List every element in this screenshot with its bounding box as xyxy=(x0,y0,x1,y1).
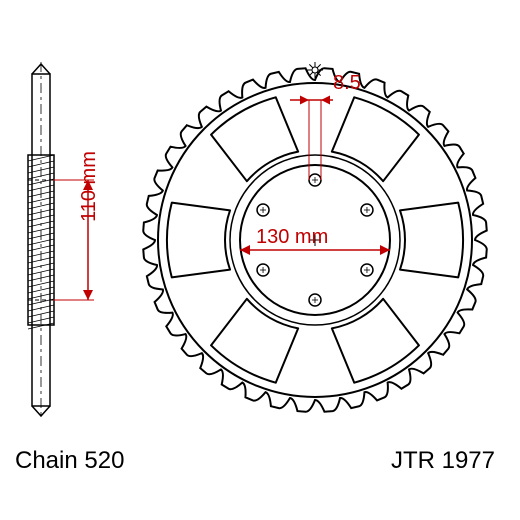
dimension-85: 8.5 xyxy=(333,72,361,95)
chain-spec-label: Chain 520 xyxy=(15,447,124,475)
dimension-130: 130 mm xyxy=(256,226,328,249)
part-number-label: JTR 1977 xyxy=(391,447,495,475)
dimension-110: 110 mm xyxy=(78,151,101,222)
